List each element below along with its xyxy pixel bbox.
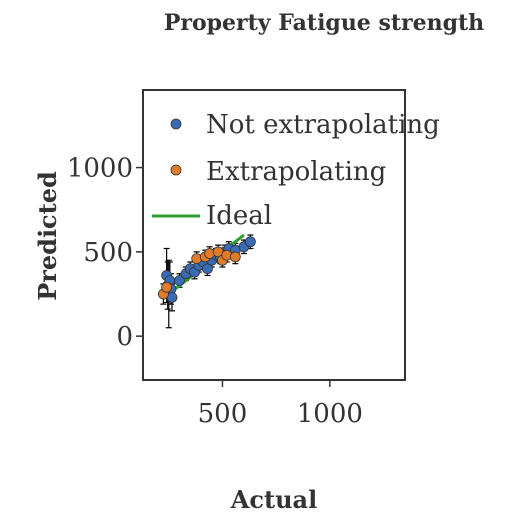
legend: Not extrapolating Extrapolating Ideal [152, 110, 440, 231]
point-not-extrapolating [202, 263, 213, 275]
x-tick-label: 500 [198, 399, 248, 429]
plot-frame [142, 89, 406, 381]
axis-ticks: 500 1000 0 500 1000 [67, 154, 363, 429]
y-tick-label: 500 [83, 238, 133, 268]
x-tick-label: 1000 [297, 399, 363, 429]
point-not-extrapolating [244, 236, 256, 248]
legend-label-extrapolating: Extrapolating [206, 157, 386, 187]
y-tick-label: 0 [116, 322, 133, 352]
y-axis-label: Predicted [33, 171, 62, 301]
chart-title: Property Fatigue strength [164, 10, 484, 36]
y-tick-label: 1000 [67, 154, 133, 184]
x-axis-label: Actual [230, 485, 317, 514]
point-extrapolating [229, 251, 241, 263]
legend-label-ideal: Ideal [206, 201, 272, 231]
plot-marks [158, 233, 256, 329]
legend-label-not-extrapolating: Not extrapolating [206, 110, 440, 140]
point-not-extrapolating [174, 275, 185, 286]
legend-marker-extrapolating [170, 164, 182, 176]
point-extrapolating [161, 281, 173, 293]
legend-marker-not-extrapolating [170, 118, 182, 130]
